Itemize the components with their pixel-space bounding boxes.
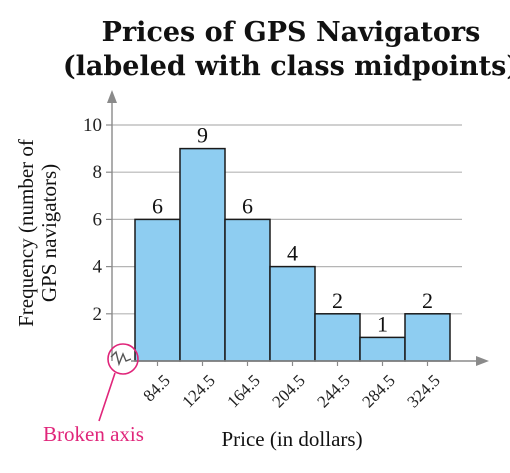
y-axis-label-line-2: GPS navigators) [37,164,61,302]
x-tick-label: 84.5 [139,371,173,405]
x-axis-label: Price (in dollars) [221,427,362,451]
bar [359,336,406,362]
y-axis-arrow-icon [107,90,117,103]
chart-title-line-1: Prices of GPS Navigators [102,17,481,48]
broken-axis-annotation: Broken axis [43,343,144,446]
bar [269,265,316,362]
bar [314,313,361,362]
bar-value-label: 2 [422,288,433,313]
bar-value-label: 1 [377,311,388,336]
chart-title: Prices of GPS Navigators (labeled with c… [63,17,510,82]
broken-axis-zigzag-icon [110,350,132,367]
bar-value-label: 2 [332,288,343,313]
y-tick-label: 4 [93,257,103,278]
x-tick-label: 284.5 [358,371,398,411]
x-tick-label: 324.5 [403,371,443,411]
data-labels: 6 9 6 4 2 1 2 [152,123,433,337]
bar-value-label: 4 [287,241,298,266]
bar-value-label: 9 [197,123,208,148]
bar [134,218,181,362]
broken-axis-pointer [98,372,116,422]
x-tick-label: 204.5 [268,371,308,411]
broken-axis-label: Broken axis [43,422,144,446]
bars [134,147,451,362]
y-tick-labels: 2 4 6 8 10 [83,115,103,325]
y-tick-label: 8 [93,162,103,183]
y-axis-label: Frequency (number of GPS navigators) [14,139,61,327]
bar [404,313,451,362]
x-tick-label: 164.5 [223,371,263,411]
y-axis-label-line-1: Frequency (number of [14,139,38,327]
x-tick-label: 244.5 [313,371,353,411]
chart-title-line-2: (labeled with class midpoints) [63,51,510,82]
y-tick-label: 10 [83,115,102,136]
x-tick-label: 124.5 [178,371,218,411]
bar-value-label: 6 [152,193,163,218]
y-tick-label: 2 [93,304,103,325]
x-axis-arrow-icon [476,356,489,366]
axes [106,90,489,366]
bar [179,147,226,362]
y-tick-label: 6 [93,209,103,230]
bar [224,218,271,362]
bar-value-label: 6 [242,193,253,218]
x-tick-labels: 84.5 124.5 164.5 204.5 244.5 284.5 324.5 [139,371,443,411]
broken-axis-circle [107,343,139,375]
